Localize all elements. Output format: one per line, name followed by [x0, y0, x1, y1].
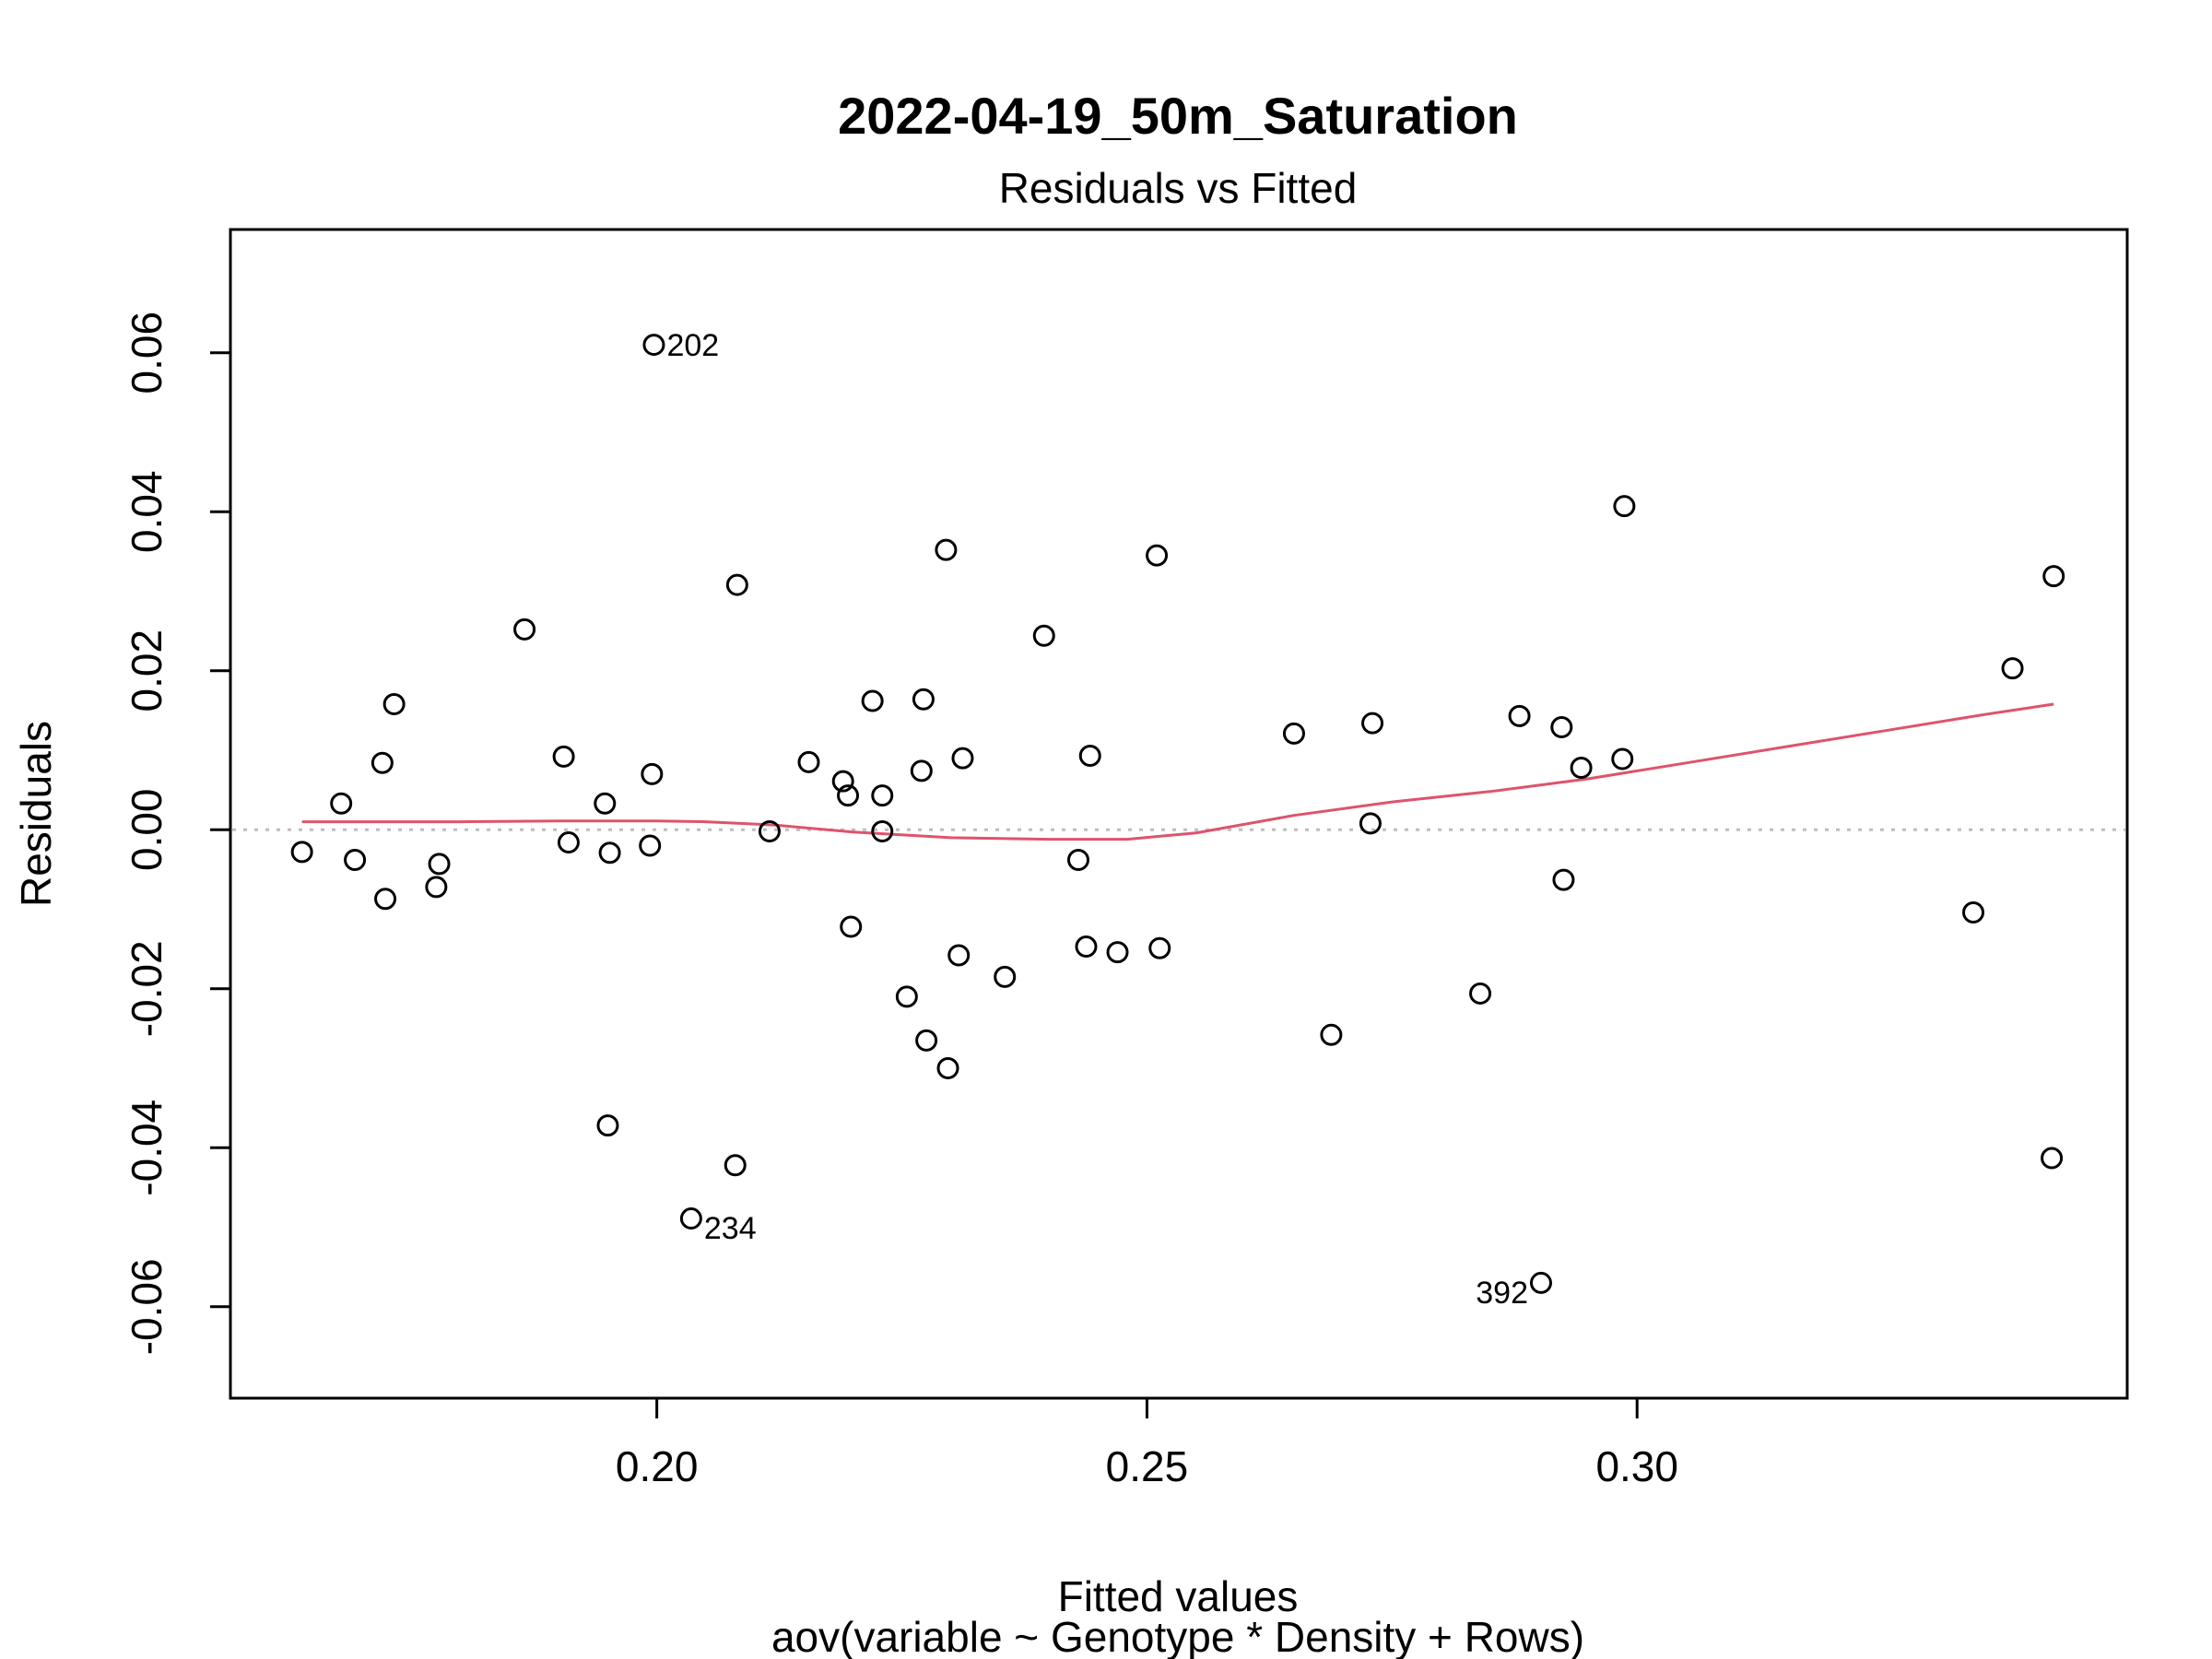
data-point-29	[910, 759, 933, 782]
y-axis: -0.06 -0.04 -0.02 0.00 0.02 0.04 0.06	[123, 312, 232, 1355]
data-point-39	[1075, 935, 1098, 959]
data-point-5	[382, 692, 406, 715]
data-point-9	[552, 745, 575, 768]
data-point-51	[1550, 715, 1573, 738]
data-point-23	[837, 784, 860, 807]
data-point-58	[2042, 565, 2065, 588]
data-point-44	[1282, 722, 1305, 745]
data-point-42	[1146, 544, 1169, 567]
data-point-7	[428, 853, 451, 876]
data-point-3	[371, 751, 394, 774]
data-point-24	[840, 915, 863, 938]
data-point-35	[951, 747, 974, 770]
data-point-56	[1962, 900, 1985, 924]
data-point-33	[936, 1057, 959, 1080]
data-point-20	[758, 819, 781, 842]
data-point-55	[1613, 495, 1636, 518]
plot-frame	[229, 228, 2129, 1400]
data-point-43	[1148, 936, 1171, 959]
data-point-30	[912, 688, 935, 711]
y-tick-label-6: 0.06	[123, 312, 171, 394]
x-axis-sublabel: aov(variable ~ Genotype * Density + Rows…	[771, 1613, 1584, 1659]
data-point-50	[1529, 1271, 1552, 1294]
data-point-1	[330, 792, 353, 815]
data-point-31	[915, 1029, 938, 1052]
data-point-22	[831, 770, 854, 793]
x-axis-label: Fitted values	[1058, 1572, 1299, 1620]
data-point-54	[1611, 747, 1634, 771]
y-tick-label-3: 0.00	[123, 788, 171, 871]
y-tick-label-1: -0.04	[123, 1100, 171, 1196]
smooth-line	[301, 702, 2054, 841]
data-point-0	[290, 841, 313, 864]
chart-title: 2022-04-19_50m_Saturation	[838, 87, 1518, 145]
chart-subtitle: Residuals vs Fitted	[999, 164, 1358, 212]
y-tick-label-2: -0.02	[123, 940, 171, 1037]
data-point-48	[1469, 982, 1492, 1005]
y-tick-label-4: 0.02	[123, 629, 171, 712]
data-point-12	[596, 1114, 619, 1137]
data-point-19	[725, 573, 748, 596]
data-point-2	[344, 849, 367, 872]
data-point-53	[1570, 756, 1593, 779]
data-point-41	[1106, 941, 1129, 964]
data-point-37	[1032, 624, 1055, 647]
data-point-14	[641, 762, 664, 785]
data-point-13	[598, 841, 621, 865]
data-point-40	[1078, 745, 1101, 768]
data-point-16	[642, 334, 665, 357]
data-point-32	[935, 538, 958, 561]
x-tick-label-0: 0.20	[616, 1442, 699, 1490]
point-labels-layer: 202 234 392	[666, 328, 1528, 1311]
data-point-47	[1361, 712, 1384, 735]
x-axis: 0.20 0.25 0.30	[616, 1396, 1678, 1490]
data-point-26	[871, 784, 894, 807]
data-point-28	[895, 985, 918, 1008]
y-tick-label-0: -0.06	[123, 1258, 171, 1355]
data-point-6	[425, 876, 448, 899]
point-label-234: 234	[704, 1211, 757, 1246]
data-point-21	[797, 750, 820, 773]
data-point-45	[1320, 1023, 1343, 1046]
points-layer	[290, 334, 2065, 1294]
data-point-8	[513, 618, 536, 641]
data-point-11	[594, 792, 617, 815]
data-point-4	[374, 888, 397, 911]
data-point-38	[1066, 849, 1089, 872]
data-point-46	[1359, 812, 1382, 835]
data-point-18	[724, 1154, 747, 1177]
y-tick-label-5: 0.04	[123, 470, 171, 553]
point-label-202: 202	[666, 328, 719, 363]
data-point-25	[861, 689, 884, 712]
x-tick-label-2: 0.30	[1595, 1442, 1678, 1490]
data-point-49	[1508, 704, 1531, 727]
data-point-52	[1552, 868, 1575, 891]
data-point-10	[557, 831, 580, 854]
data-point-34	[947, 944, 971, 967]
data-point-17	[679, 1207, 702, 1230]
x-tick-label-1: 0.25	[1106, 1442, 1189, 1490]
data-point-27	[871, 819, 894, 842]
data-point-57	[2001, 657, 2024, 680]
data-point-36	[994, 965, 1017, 988]
point-label-392: 392	[1476, 1276, 1528, 1311]
data-point-15	[639, 834, 662, 857]
y-axis-label: Residuals	[12, 721, 60, 907]
data-point-59	[2041, 1147, 2064, 1170]
